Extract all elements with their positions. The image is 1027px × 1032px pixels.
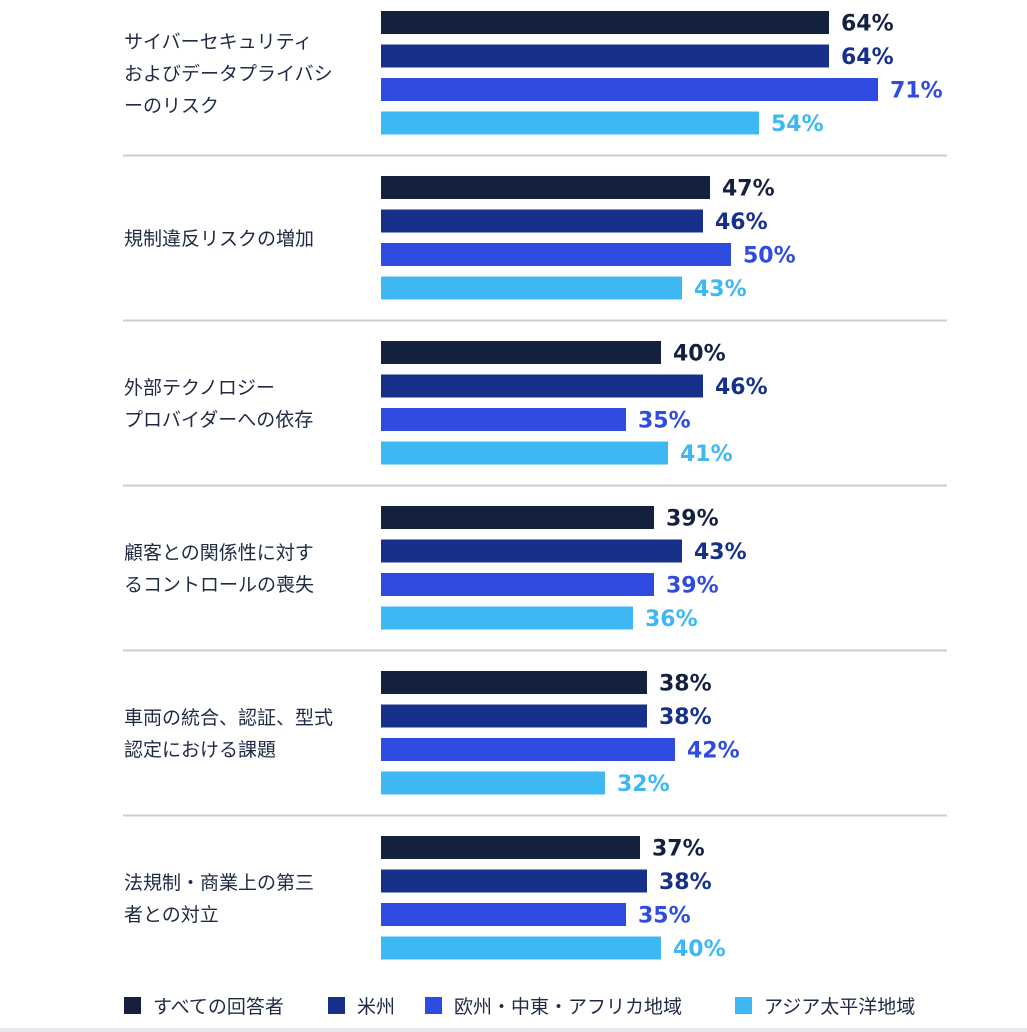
value-label-3-1: 40%	[673, 342, 726, 367]
bar-1-3	[381, 78, 878, 101]
value-label-5-4: 32%	[617, 772, 670, 797]
bar-1-2	[381, 44, 829, 68]
legend-label-4: アジア太平洋地域	[764, 996, 915, 1018]
legend-swatch-3	[425, 997, 442, 1014]
category-label-1-line-1: サイバーセキュリティ	[124, 31, 312, 53]
value-label-1-1: 64%	[841, 12, 894, 37]
bars-layer	[381, 11, 878, 960]
value-label-1-3: 71%	[890, 79, 943, 104]
value-label-5-3: 42%	[687, 739, 740, 764]
category-label-1-line-3: ーのリスク	[124, 95, 219, 117]
bar-3-4	[381, 441, 668, 465]
group-dividers-layer	[123, 154, 947, 817]
value-label-2-2: 46%	[715, 210, 768, 235]
value-label-1-4: 54%	[771, 112, 824, 137]
category-label-5-line-1: 車両の統合、認証、型式	[124, 707, 333, 729]
bar-1-1	[381, 11, 829, 34]
bar-2-1	[381, 176, 710, 199]
bar-5-3	[381, 738, 675, 761]
value-label-5-1: 38%	[659, 672, 712, 697]
value-label-2-3: 50%	[743, 244, 796, 269]
category-label-4-line-1: 顧客との関係性に対す	[124, 542, 314, 564]
value-label-6-4: 40%	[673, 937, 726, 962]
legend-swatch-4	[735, 997, 752, 1014]
value-label-1-2: 64%	[841, 45, 894, 70]
value-label-3-2: 46%	[715, 375, 768, 400]
value-label-4-2: 43%	[694, 540, 747, 565]
bar-1-4	[381, 111, 759, 135]
legend: すべての回答者 米州 欧州・中東・アフリカ地域 アジア太平洋地域	[124, 996, 915, 1018]
category-label-1-line-2: およびデータプライバシ	[124, 63, 333, 85]
value-label-6-1: 37%	[652, 837, 705, 862]
legend-label-1: すべての回答者	[153, 996, 284, 1018]
value-label-2-4: 43%	[694, 277, 747, 302]
value-label-6-2: 38%	[659, 870, 712, 895]
bar-6-3	[381, 903, 626, 926]
bar-3-3	[381, 408, 626, 431]
value-label-3-4: 41%	[680, 442, 733, 467]
category-label-5-line-2: 認定における課題	[124, 739, 276, 761]
value-label-3-3: 35%	[638, 409, 691, 434]
value-label-4-1: 39%	[666, 507, 719, 532]
category-label-6-line-1: 法規制・商業上の第三	[124, 872, 314, 894]
bar-6-1	[381, 836, 640, 859]
value-label-5-2: 38%	[659, 705, 712, 730]
category-label-3-line-2: プロバイダーへの依存	[124, 409, 313, 431]
legend-swatch-1	[124, 997, 141, 1014]
category-label-2-line-1: 規制違反リスクの増加	[124, 228, 314, 250]
value-label-2-1: 47%	[722, 177, 775, 202]
bar-2-2	[381, 209, 703, 233]
legend-label-2: 米州	[357, 996, 395, 1018]
bar-5-4	[381, 771, 605, 795]
value-labels-layer: 64% 64% 71% 54% 47% 46% 50% 43% 40% 46% 35% 41% 39% 4…	[617, 12, 943, 963]
category-label-4-line-2: るコントロールの喪失	[124, 574, 314, 596]
bar-5-2	[381, 704, 647, 728]
bar-5-1	[381, 671, 647, 694]
bar-4-2	[381, 539, 682, 563]
bar-3-1	[381, 341, 661, 364]
legend-swatch-2	[328, 997, 345, 1014]
bar-6-4	[381, 936, 661, 960]
legend-label-3: 欧州・中東・アフリカ地域	[454, 996, 682, 1018]
bottom-divider	[0, 1028, 1027, 1032]
bar-4-1	[381, 506, 654, 529]
category-labels-layer: サイバーセキュリティおよびデータプライバシーのリスク規制違反リスクの増加外部テク…	[124, 31, 333, 926]
category-label-6-line-2: 者との対立	[124, 904, 219, 926]
bar-2-3	[381, 243, 731, 266]
value-label-4-4: 36%	[645, 607, 698, 632]
bar-3-2	[381, 374, 703, 398]
value-label-4-3: 39%	[666, 574, 719, 599]
bar-4-3	[381, 573, 654, 596]
bar-6-2	[381, 869, 647, 893]
value-label-6-3: 35%	[638, 904, 691, 929]
bar-4-4	[381, 606, 633, 630]
bar-2-4	[381, 276, 682, 300]
category-label-3-line-1: 外部テクノロジー	[124, 377, 275, 399]
